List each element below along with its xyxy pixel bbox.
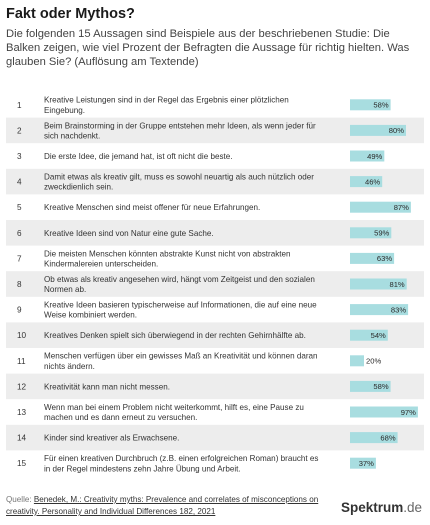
statement-text: Kreative Ideen basieren typischerweise a… [44,301,317,310]
statement-text: Kreativität kann man nicht messen. [44,382,170,391]
statement-text: zweckdienlich sein. [44,183,113,192]
statement-text: Menschen verfügen über ein gewisses Maß … [44,352,318,361]
row-number: 7 [17,254,22,263]
statement-text: in der Regel mindestens zehn Jahre Übung… [44,464,241,473]
row-number: 3 [17,152,22,161]
row-number: 2 [17,126,22,135]
bar-value-label: 81% [389,280,404,289]
statement-text: Die erste Idee, die jemand hat, ist oft … [44,152,233,161]
bar-value-label: 54% [371,331,386,340]
table-row: 8 Ob etwas als kreativ angesehen wird, hä… [6,271,424,297]
row-number: 8 [17,280,22,289]
row-number: 14 [17,434,27,443]
bar [350,355,364,367]
statement-text: Beim Brainstorming in der Gruppe entsteh… [44,121,316,130]
statement-text: Damit etwas als kreativ gilt, muss es so… [44,173,314,182]
table-row: 15 Für einen kreativen Durchbruch (z.B. e… [17,454,376,473]
publisher-logo[interactable]: Spektrum.de [341,500,422,515]
bar [350,329,388,341]
statement-text: Kreative Menschen sind meist offener für… [44,203,260,212]
bar [350,304,409,316]
bar-value-label: 58% [373,382,388,391]
bar-value-label: 59% [374,229,389,238]
statement-text: Die meisten Menschen könnten abstrakte K… [44,249,291,258]
bar-value-label: 68% [380,433,395,442]
row-number: 5 [17,203,22,212]
statement-text: Ob etwas als kreativ angesehen wird, hän… [44,275,315,284]
bar [350,124,406,136]
table-row: 10 Kreatives Denken spielt sich überwiege… [6,322,424,348]
table-row: 4 Damit etwas als kreativ gilt, muss es s… [6,168,424,195]
statement-text: Kinder sind kreativer als Erwachsene. [44,434,179,443]
statement-text: Kindermalereien unterscheiden. [44,260,158,269]
row-number: 6 [17,229,22,238]
table-row: 9 Kreative Ideen basieren typischerweise … [17,301,409,320]
bar [350,380,391,392]
bar [350,457,376,469]
bar [350,252,395,264]
statement-text: Eingebung. [44,106,85,115]
table-row: 14 Kinder sind kreativer als Erwachsene. 6… [6,424,424,451]
statement-text: nichts ändern. [44,362,95,371]
chart-subtitle: Die folgenden 15 Aussagen sind Beispiele… [6,28,410,68]
bar-value-label: 20% [366,357,381,366]
table-row: 6 Kreative Ideen sind von Natur eine gute… [6,220,424,246]
chart-title: Fakt oder Mythos? [6,6,135,22]
row-number: 12 [17,382,27,391]
bar [350,278,407,290]
bar-value-label: 87% [394,203,409,212]
logo-name: Spektrum [340,500,404,515]
statement-text: Wenn man bei einem Problem nicht weiterk… [44,403,304,412]
bar [350,99,391,111]
table-row: 11 Menschen verfügen über ein gewisses Ma… [17,352,381,371]
bar-value-label: 46% [365,177,380,186]
statement-text: Kreatives Denken spielt sich überwiegend… [44,331,306,340]
table-row: 12 Kreativität kann man nicht messen. 58% [6,373,424,400]
statement-text: machen und es dann erneut zu versuchen. [44,413,197,422]
statement-text: Für einen kreativen Durchbruch (z.B. ein… [44,454,318,463]
bar [350,150,385,162]
bar-value-label: 83% [391,305,406,314]
row-number: 1 [17,101,22,110]
bar-value-label: 63% [377,254,392,263]
table-row: 7 Die meisten Menschen könnten abstrakte … [17,249,395,269]
logo-suffix: .de [403,500,422,515]
row-number: 4 [17,178,22,187]
table-row: 2 Beim Brainstorming in der Gruppe entste… [6,117,424,144]
row-number: 11 [17,357,26,366]
table-row: 13 Wenn man bei einem Problem nicht weite… [17,403,418,422]
statement-text: Normen ab. [44,285,86,294]
bar [350,406,418,418]
source-note: Quelle: Benedek, M.: Creativity myths: P… [6,494,346,518]
source-label: Quelle: [6,495,32,504]
bar-value-label: 58% [373,101,388,110]
statement-text: Kreative Leistungen sind in der Regel da… [44,96,289,105]
bar [350,176,383,188]
bar-value-label: 97% [401,408,416,417]
statement-text: Weise kombiniert werden. [44,311,137,320]
table-row: 1 Kreative Leistungen sind in der Regel d… [17,96,391,115]
bar [350,432,398,444]
bar [350,201,411,213]
table-row: 3 Die erste Idee, die jemand hat, ist oft… [17,150,385,162]
row-number: 13 [17,408,27,417]
bar-value-label: 37% [359,459,374,468]
row-number: 15 [17,459,27,468]
source-link[interactable]: Benedek, M.: Creativity myths: Prevalenc… [6,495,319,516]
table-row: 5 Kreative Menschen sind meist offener fü… [17,201,411,213]
statement-text: sich nachdenkt. [44,132,100,141]
statement-text: Kreative Ideen sind von Natur eine gute … [44,229,214,238]
bar [350,227,392,239]
bar-value-label: 49% [367,152,382,161]
row-number: 10 [17,331,27,340]
row-number: 9 [17,306,22,315]
bar-value-label: 80% [389,126,404,135]
